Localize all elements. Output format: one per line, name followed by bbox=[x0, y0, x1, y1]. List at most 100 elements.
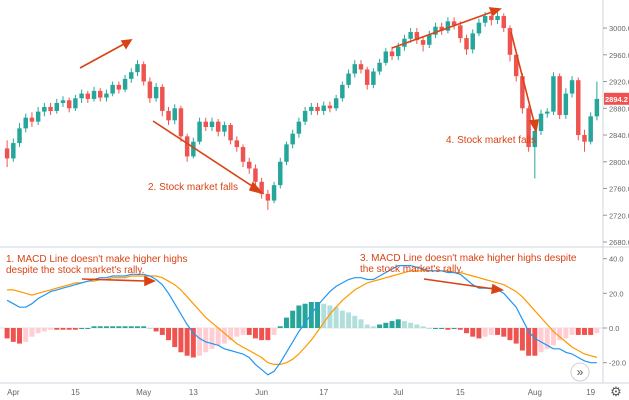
histogram-bar bbox=[377, 324, 383, 328]
histogram-bar bbox=[550, 328, 556, 346]
candle-body bbox=[147, 81, 153, 99]
candle-body bbox=[594, 98, 600, 117]
candle-body bbox=[259, 181, 264, 194]
histogram-bar bbox=[395, 319, 401, 328]
histogram-bar bbox=[141, 326, 147, 328]
macd-line bbox=[6, 265, 597, 376]
arrow-rally-2 bbox=[391, 11, 493, 49]
histogram-bar bbox=[265, 328, 271, 341]
histogram-bar bbox=[327, 305, 333, 328]
candle-body bbox=[104, 93, 109, 98]
candle-body bbox=[284, 144, 289, 162]
candle-body bbox=[309, 106, 314, 111]
histogram-bar bbox=[538, 328, 544, 353]
histogram-bar bbox=[159, 328, 165, 335]
arrow-fall-2 bbox=[510, 31, 535, 123]
candle-body bbox=[551, 76, 556, 112]
candle-body bbox=[476, 22, 482, 34]
price-pane bbox=[4, 12, 600, 210]
candle-body bbox=[333, 98, 339, 109]
signal-line bbox=[7, 270, 598, 365]
histogram-bar bbox=[184, 328, 190, 356]
time-axis-label: 15 bbox=[71, 388, 80, 397]
price-tick-label: 2840.0 bbox=[609, 131, 629, 140]
price-tick-label: 3000.0 bbox=[609, 24, 629, 33]
candle-body bbox=[166, 110, 171, 121]
arrowhead-rally-2 bbox=[488, 7, 502, 17]
time-axis-label: Jun bbox=[255, 388, 268, 397]
candle-body bbox=[296, 121, 302, 134]
candle-body bbox=[489, 16, 494, 21]
histogram-bar bbox=[103, 326, 109, 328]
candle-body bbox=[563, 93, 569, 115]
histogram-bar bbox=[35, 328, 41, 334]
candle-body bbox=[42, 106, 47, 112]
candle-body bbox=[445, 21, 451, 31]
histogram-bar bbox=[228, 328, 234, 341]
time-axis-label: May bbox=[136, 388, 151, 397]
macd-tick-label: 20.0 bbox=[609, 289, 624, 298]
candle-body bbox=[278, 161, 283, 186]
arrowhead-macd-1 bbox=[144, 275, 156, 287]
settings-button[interactable]: ⚙ bbox=[610, 384, 622, 399]
candle-body bbox=[358, 64, 364, 70]
macd-pane bbox=[0, 265, 603, 376]
arrow-macd-2 bbox=[423, 278, 495, 290]
candle-body bbox=[346, 73, 351, 85]
histogram-bar bbox=[91, 326, 97, 328]
candle-body bbox=[29, 117, 35, 122]
histogram-bar bbox=[513, 328, 519, 344]
histogram-bar bbox=[501, 328, 507, 337]
candle-body bbox=[588, 116, 593, 142]
scroll-right-button[interactable]: » bbox=[570, 362, 590, 382]
candle-body bbox=[91, 90, 97, 99]
candle-body bbox=[582, 135, 587, 142]
price-tick-label: 2880.0 bbox=[609, 104, 629, 113]
histogram-bar bbox=[147, 328, 153, 329]
histogram-bar bbox=[321, 303, 327, 328]
time-axis-label: Apr bbox=[7, 388, 20, 397]
candle-body bbox=[371, 71, 376, 85]
histogram-bar bbox=[209, 328, 215, 349]
candle-body bbox=[60, 100, 66, 103]
histogram-bar bbox=[333, 307, 339, 328]
candle-body bbox=[576, 80, 581, 136]
histogram-bar bbox=[17, 328, 23, 344]
candle-body bbox=[327, 105, 333, 109]
candle-body bbox=[458, 25, 463, 39]
histogram-bar bbox=[240, 328, 246, 335]
candle-body bbox=[141, 64, 146, 82]
candle-body bbox=[79, 93, 84, 99]
macd-tick-label: 40.0 bbox=[609, 255, 624, 264]
annotation-arrows bbox=[79, 7, 539, 295]
histogram-bar bbox=[172, 328, 178, 348]
histogram-bar bbox=[10, 328, 16, 342]
candle-body bbox=[153, 86, 159, 99]
histogram-bar bbox=[215, 328, 221, 346]
histogram-bar bbox=[432, 328, 438, 329]
histogram-bar bbox=[48, 328, 54, 330]
candle-body bbox=[389, 51, 395, 57]
candle-body bbox=[470, 33, 475, 50]
histogram-bar bbox=[66, 328, 72, 330]
arrowhead-macd-2 bbox=[491, 283, 505, 295]
histogram-bar bbox=[519, 328, 525, 351]
histogram-bar bbox=[283, 317, 289, 328]
candle-body bbox=[439, 26, 444, 31]
histogram-bar bbox=[588, 328, 594, 335]
candle-body bbox=[209, 121, 215, 128]
candle-body bbox=[290, 133, 295, 145]
candle-body bbox=[73, 98, 78, 109]
candle-body bbox=[464, 38, 469, 50]
candle-body bbox=[253, 168, 258, 182]
histogram-bar bbox=[60, 328, 66, 330]
price-tick-label: 2720.0 bbox=[609, 211, 629, 220]
histogram-bar bbox=[563, 328, 569, 339]
histogram-bar bbox=[507, 328, 513, 341]
histogram-bar bbox=[495, 328, 501, 335]
histogram-bar bbox=[420, 326, 426, 328]
histogram-bar bbox=[364, 324, 370, 328]
note1-line1: 1. MACD Line doesn't make higher highs bbox=[6, 254, 187, 265]
